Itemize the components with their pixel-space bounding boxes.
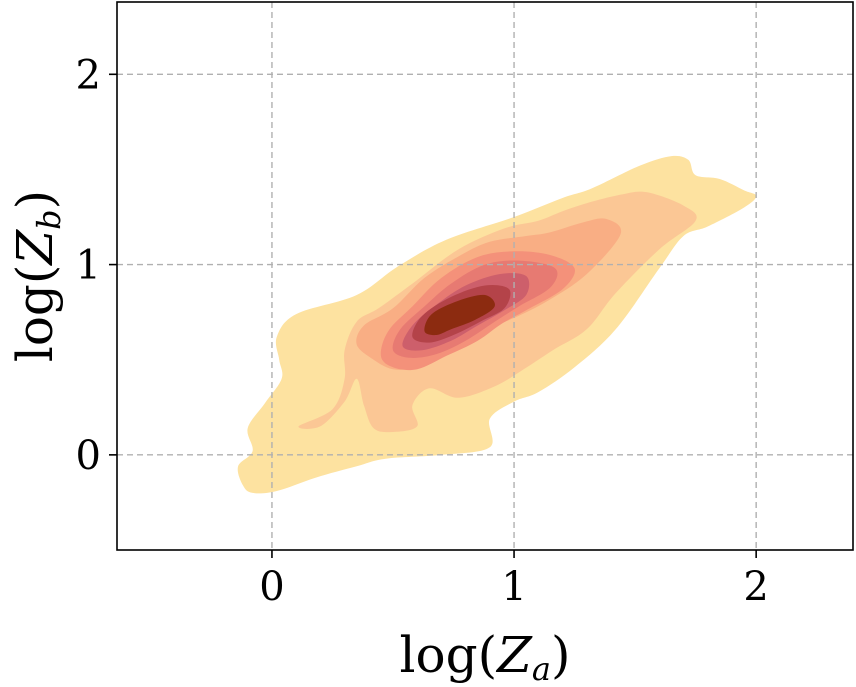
tick-marks	[109, 73, 757, 558]
y-axis-label-prefix: log(	[6, 265, 64, 363]
contour-fills	[237, 155, 757, 494]
y-tick-label: 1	[76, 243, 101, 289]
y-axis-label-var: Z	[6, 229, 64, 267]
contour-level-8	[424, 294, 495, 336]
plot-frame	[116, 1, 854, 551]
y-axis-label-subscript: b	[30, 209, 68, 229]
y-axis-label-suffix: )	[6, 190, 64, 210]
x-tick-label: 2	[743, 564, 768, 610]
x-axis-label-suffix: )	[551, 626, 571, 684]
x-tick-label: 0	[259, 564, 284, 610]
x-axis-label-var: Z	[495, 626, 533, 684]
x-axis-label-prefix: log(	[400, 626, 498, 684]
y-axis-label: log(Zb)	[6, 190, 68, 362]
x-axis-label: log(Za)	[400, 626, 571, 687]
x-axis-label-subscript: a	[532, 650, 551, 687]
y-tick-label: 0	[76, 433, 101, 479]
x-tick-label: 1	[501, 564, 526, 610]
grid-lines	[117, 2, 853, 550]
y-tick-label: 2	[76, 52, 101, 98]
y-tick-labels: 0 1 2	[76, 52, 101, 479]
x-tick-labels: 0 1 2	[259, 564, 769, 610]
